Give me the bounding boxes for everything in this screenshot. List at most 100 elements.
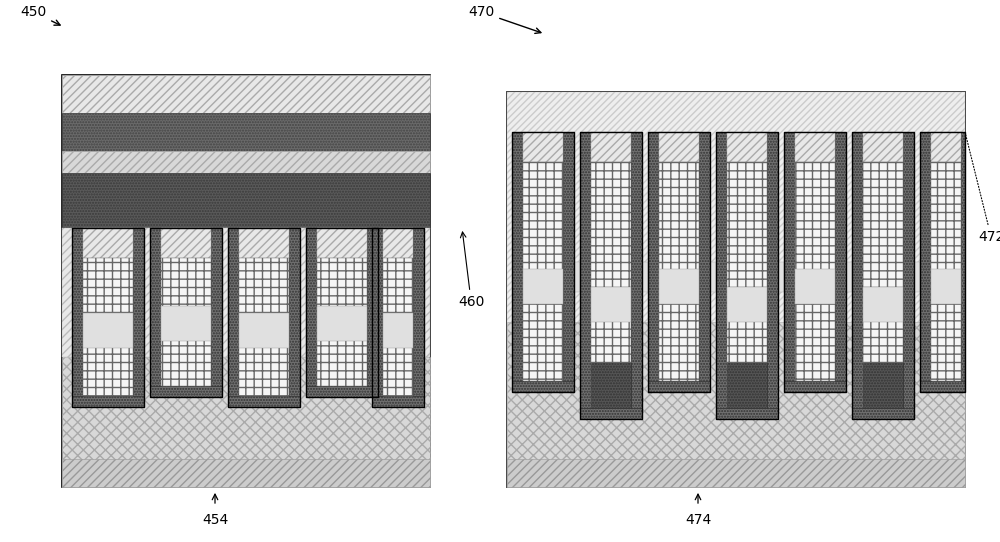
Bar (716, 132, 727, 419)
Bar (62, 151, 430, 173)
Bar (383, 228, 413, 258)
Bar (367, 228, 378, 397)
Bar (631, 132, 642, 419)
Bar (863, 287, 903, 322)
Bar (62, 357, 430, 487)
Bar (659, 132, 699, 162)
Bar (512, 132, 523, 392)
Bar (372, 228, 424, 407)
Bar (523, 132, 563, 162)
Bar (642, 262, 648, 292)
Bar (716, 408, 778, 419)
Bar (784, 132, 846, 392)
Bar (228, 228, 239, 407)
Bar (317, 228, 367, 258)
Bar (523, 269, 563, 305)
Bar (507, 322, 965, 487)
Bar (659, 162, 699, 381)
Bar (648, 132, 710, 392)
Bar (317, 258, 367, 386)
Bar (648, 132, 659, 392)
Bar (150, 228, 222, 397)
Bar (784, 132, 795, 392)
Bar (931, 162, 961, 381)
Bar (228, 228, 300, 407)
Bar (961, 132, 965, 392)
Bar (72, 228, 144, 407)
Text: 450: 450 (20, 5, 60, 25)
Bar (83, 258, 133, 396)
Bar (306, 386, 378, 397)
Bar (699, 132, 710, 392)
Bar (863, 162, 903, 408)
Bar (914, 262, 920, 292)
Bar (62, 75, 430, 113)
Bar (239, 313, 289, 348)
Bar (591, 132, 631, 162)
Bar (72, 396, 144, 407)
Bar (727, 162, 767, 408)
Text: 470: 470 (468, 5, 541, 34)
Bar (507, 459, 965, 487)
Bar (659, 269, 699, 305)
Bar (931, 269, 961, 305)
Bar (852, 132, 914, 419)
Bar (591, 363, 631, 408)
Bar (150, 386, 222, 397)
Bar (507, 92, 965, 487)
Bar (795, 132, 835, 162)
Bar (767, 132, 778, 419)
Bar (211, 228, 222, 397)
Bar (512, 132, 574, 392)
Bar (591, 287, 631, 322)
Bar (778, 262, 784, 292)
Bar (920, 132, 931, 392)
Bar (133, 228, 144, 407)
Bar (852, 408, 914, 419)
Bar (795, 269, 835, 305)
Bar (62, 75, 430, 487)
Bar (716, 132, 778, 419)
Bar (222, 228, 228, 357)
Bar (239, 258, 289, 396)
Bar (62, 113, 430, 151)
Bar (507, 92, 965, 487)
Bar (317, 306, 367, 341)
Bar (306, 228, 317, 397)
Bar (372, 228, 383, 407)
Bar (727, 287, 767, 322)
Bar (852, 132, 863, 419)
Text: 474: 474 (685, 513, 711, 527)
Bar (289, 228, 300, 407)
Bar (228, 396, 300, 407)
Text: 452: 452 (314, 229, 425, 292)
Bar (72, 228, 83, 407)
Bar (161, 258, 211, 386)
Bar (835, 132, 846, 392)
Bar (372, 396, 424, 407)
Bar (648, 381, 710, 392)
Bar (239, 228, 289, 258)
Text: 460: 460 (458, 232, 484, 309)
Bar (727, 132, 767, 162)
Bar (863, 132, 903, 162)
Bar (306, 228, 378, 397)
Bar (795, 162, 835, 381)
Bar (144, 228, 150, 357)
Text: 472: 472 (966, 135, 1000, 244)
Bar (161, 228, 211, 258)
Bar (83, 228, 133, 258)
Bar (62, 459, 430, 487)
Text: 454: 454 (202, 513, 228, 527)
Bar (62, 173, 430, 228)
Bar (161, 306, 211, 341)
Bar (784, 381, 846, 392)
Bar (300, 228, 306, 357)
Bar (580, 132, 642, 419)
Bar (903, 132, 914, 419)
Bar (846, 262, 852, 292)
Bar (710, 262, 716, 292)
Bar (563, 132, 574, 392)
Bar (413, 228, 424, 407)
Bar (62, 228, 430, 357)
